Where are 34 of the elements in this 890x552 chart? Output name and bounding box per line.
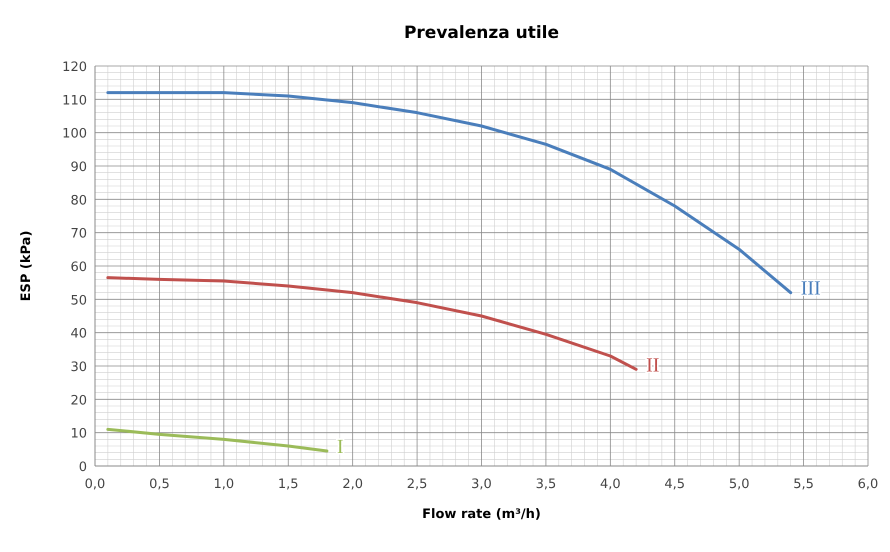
line-series <box>106 276 638 371</box>
y-tick-label: 30 <box>70 360 87 375</box>
x-tick-label: 4,0 <box>600 477 621 492</box>
y-tick-label: 50 <box>70 293 87 308</box>
x-tick-label: 4,5 <box>664 477 686 492</box>
y-tick-label: 80 <box>70 193 87 208</box>
line-series <box>106 91 792 294</box>
x-tick-label: 3,0 <box>471 477 492 492</box>
y-tick-label: 10 <box>70 426 87 442</box>
chart-title: Prevalenza utile <box>404 23 560 43</box>
series-label: I <box>336 436 344 458</box>
y-tick-label: 120 <box>62 60 87 75</box>
y-tick-label: 100 <box>62 126 87 142</box>
x-tick-label: 2,5 <box>406 477 428 492</box>
y-tick-label: 60 <box>70 260 87 275</box>
y-tick-label: 90 <box>70 160 87 175</box>
x-tick-label: 3,5 <box>536 477 556 492</box>
x-tick-label: 5,0 <box>728 477 750 492</box>
x-tick-label: 5,5 <box>793 477 814 492</box>
x-tick-label: 1,5 <box>278 477 299 492</box>
x-axis-title: Flow rate (m³/h) <box>422 507 541 522</box>
x-tick-label: 0,5 <box>149 477 170 492</box>
line-series <box>106 428 328 452</box>
y-tick-label: 40 <box>70 326 87 342</box>
y-tick-label: 110 <box>62 93 87 108</box>
y-axis-title: ESP (kPa) <box>19 230 34 302</box>
series-label: II <box>646 354 660 376</box>
x-tick-label: 1,0 <box>213 477 234 492</box>
y-tick-label: 70 <box>70 226 87 242</box>
y-tick-label: 0 <box>78 460 87 475</box>
x-tick-label: 0,0 <box>84 477 106 492</box>
y-tick-label: 20 <box>70 393 87 408</box>
x-tick-label: 6,0 <box>858 477 878 492</box>
x-tick-label: 2,0 <box>342 477 364 492</box>
